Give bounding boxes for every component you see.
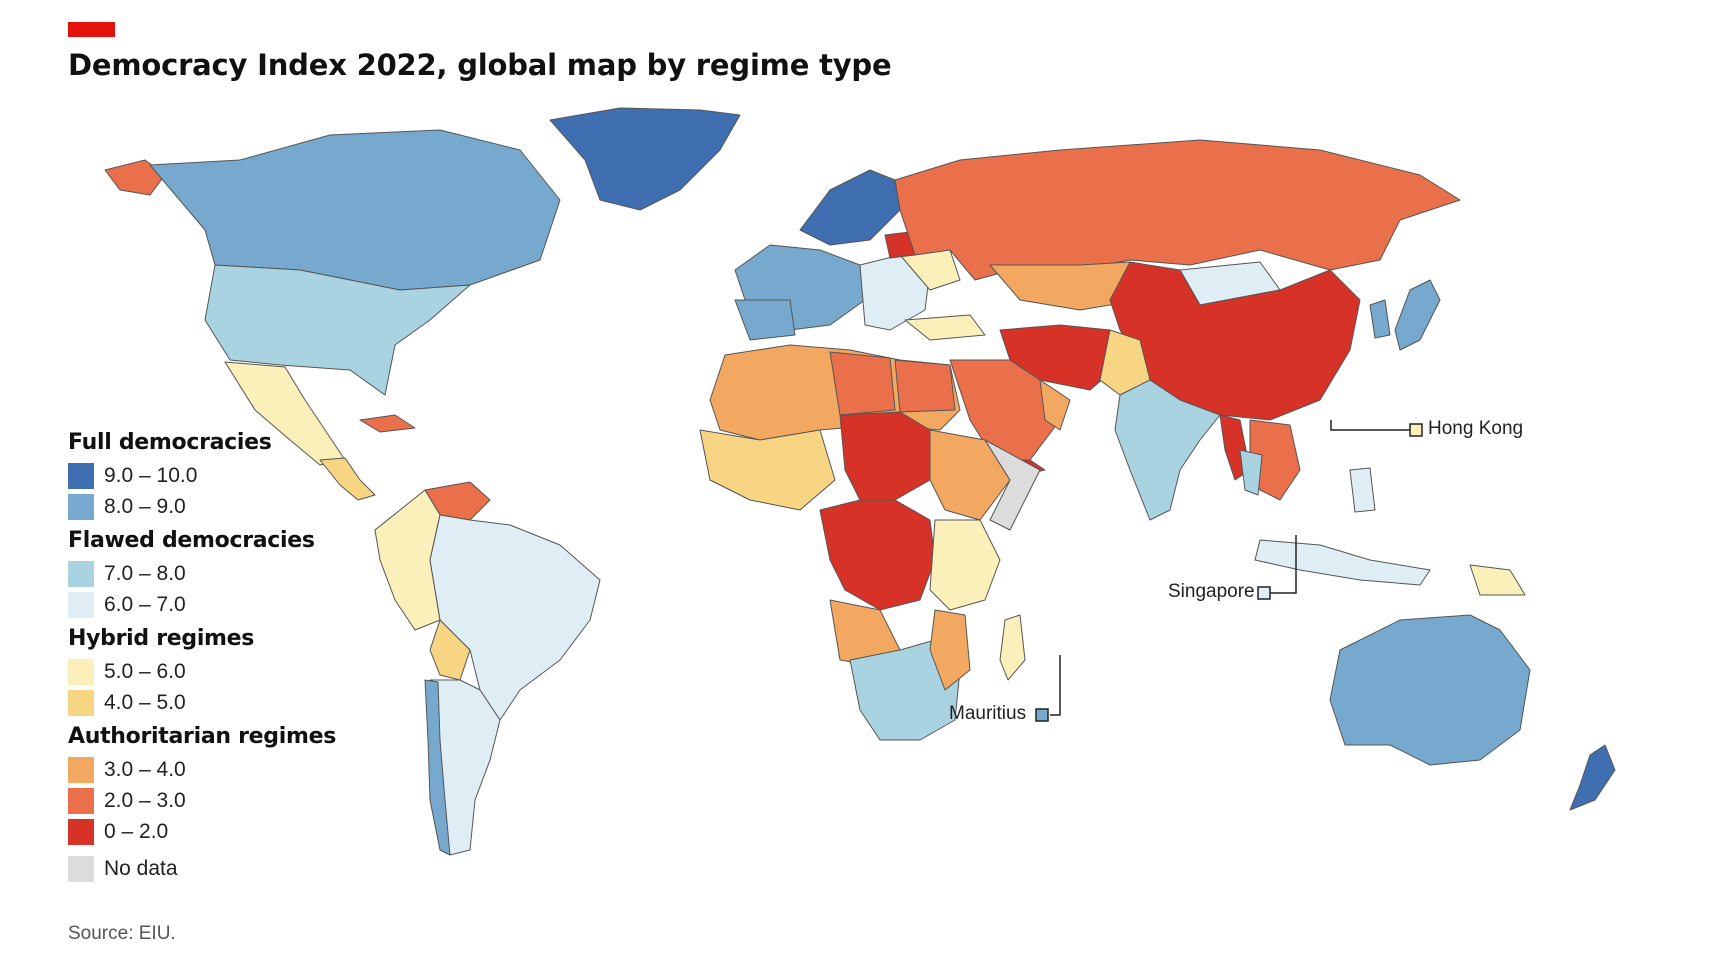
- legend-item: 6.0 – 7.0: [68, 589, 388, 620]
- legend-group-title: Full democracies: [68, 430, 272, 455]
- legend-swatch: [68, 855, 94, 882]
- legend-item: 4.0 – 5.0: [68, 687, 388, 718]
- legend-item-label: 0 – 2.0: [104, 819, 169, 843]
- legend-item-label: 7.0 – 8.0: [104, 561, 186, 585]
- legend-swatch: [68, 689, 94, 716]
- region-indonesia: [1254, 539, 1431, 586]
- region-scandinavia: [799, 169, 901, 246]
- legend-item: 8.0 – 9.0: [68, 491, 388, 522]
- legend-group-full-democracies: Full democracies 9.0 – 10.0 8.0 – 9.0: [68, 430, 388, 522]
- region-central-america: [319, 457, 376, 501]
- legend-item-label: 9.0 – 10.0: [104, 463, 198, 487]
- legend-group-title: Authoritarian regimes: [68, 724, 336, 749]
- legend-swatch: [68, 591, 94, 618]
- region-oman: [1039, 379, 1071, 431]
- region-somalia: [984, 439, 1041, 531]
- legend-swatch: [68, 787, 94, 814]
- source-note: Source: EIU.: [68, 923, 176, 944]
- region-korea: [1369, 299, 1391, 339]
- hong-kong-marker: [1409, 423, 1423, 437]
- region-bolivia: [429, 619, 471, 681]
- legend-swatch: [68, 756, 94, 783]
- region-greenland: [549, 107, 741, 211]
- singapore-label: Singapore: [1168, 581, 1255, 602]
- region-libya: [829, 351, 896, 416]
- legend-swatch: [68, 462, 94, 489]
- mauritius-marker: [1035, 708, 1049, 722]
- legend-item: 3.0 – 4.0: [68, 754, 388, 785]
- legend-item-label: 3.0 – 4.0: [104, 757, 186, 781]
- legend-swatch: [68, 658, 94, 685]
- legend-item-label: 2.0 – 3.0: [104, 788, 186, 812]
- legend-item: 0 – 2.0: [68, 816, 388, 847]
- region-canada: [149, 129, 561, 291]
- legend-item-label: No data: [104, 856, 178, 880]
- brand-bar: [68, 22, 115, 37]
- hong-kong-leader: [1330, 420, 1410, 431]
- legend-group-flawed-democracies: Flawed democracies 7.0 – 8.0 6.0 – 7.0: [68, 528, 388, 620]
- region-alaska: [104, 159, 166, 196]
- region-iberia: [734, 299, 796, 341]
- region-chile: [424, 679, 451, 856]
- legend-group-title: Hybrid regimes: [68, 626, 255, 651]
- region-india: [1114, 379, 1221, 521]
- legend-item: 2.0 – 3.0: [68, 785, 388, 816]
- legend-group-title: Flawed democracies: [68, 528, 315, 553]
- singapore-leader: [1270, 535, 1297, 594]
- region-new-zealand: [1569, 744, 1616, 811]
- legend-item-no-data: No data: [68, 853, 388, 884]
- region-west-africa: [699, 429, 836, 511]
- region-australia: [1329, 614, 1531, 766]
- legend: Full democracies 9.0 – 10.0 8.0 – 9.0 Fl…: [68, 430, 388, 884]
- region-chad-sudan: [839, 411, 931, 501]
- legend-item-label: 6.0 – 7.0: [104, 592, 186, 616]
- legend-swatch: [68, 560, 94, 587]
- region-cuba: [359, 414, 416, 433]
- region-philippines: [1349, 467, 1376, 513]
- legend-group-authoritarian-regimes: Authoritarian regimes 3.0 – 4.0 2.0 – 3.…: [68, 724, 388, 847]
- region-madagascar: [999, 614, 1026, 681]
- mauritius-label: Mauritius: [949, 703, 1027, 724]
- region-turkey: [904, 314, 986, 341]
- legend-item: 9.0 – 10.0: [68, 460, 388, 491]
- legend-item-label: 8.0 – 9.0: [104, 494, 186, 518]
- region-thailand: [1239, 449, 1263, 496]
- region-png: [1469, 564, 1526, 596]
- region-central-africa: [819, 499, 936, 611]
- legend-item: 7.0 – 8.0: [68, 558, 388, 589]
- legend-item-label: 5.0 – 6.0: [104, 659, 186, 683]
- mauritius-leader: [1050, 655, 1061, 716]
- region-japan: [1394, 279, 1441, 351]
- legend-group-hybrid-regimes: Hybrid regimes 5.0 – 6.0 4.0 – 5.0: [68, 626, 388, 718]
- legend-swatch: [68, 493, 94, 520]
- map-title: Democracy Index 2022, global map by regi…: [68, 48, 892, 82]
- region-east-africa: [929, 519, 1001, 611]
- legend-swatch: [68, 818, 94, 845]
- region-russia: [894, 139, 1461, 281]
- legend-item: 5.0 – 6.0: [68, 656, 388, 687]
- region-mozambique: [929, 609, 971, 691]
- hong-kong-label: Hong Kong: [1428, 418, 1524, 439]
- region-saudi-arabia: [949, 359, 1061, 461]
- region-egypt: [894, 359, 956, 413]
- region-usa: [204, 264, 471, 396]
- legend-item-label: 4.0 – 5.0: [104, 690, 186, 714]
- singapore-marker: [1257, 586, 1271, 600]
- region-southern-africa: [849, 639, 961, 741]
